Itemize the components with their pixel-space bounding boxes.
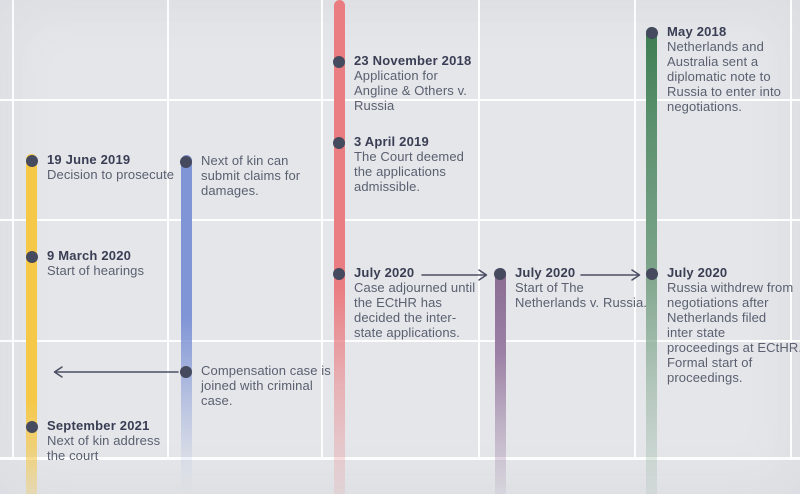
event-date: 3 April 2019 [354,134,429,149]
event-date: July 2020 [515,265,576,280]
event-dot-icon [646,27,658,39]
event-description: Next of kin address the court [47,433,161,463]
grid-line-horizontal [0,457,800,460]
event-dot-icon [646,268,658,280]
event-description: Russia withdrew from negotiations after … [667,280,800,385]
timeline-bar-netherlands-v-russia [495,268,506,494]
grid-line-vertical [790,0,792,459]
timeline-bar-criminal-case [26,154,37,494]
event-dot-icon [333,268,345,280]
timeline-bar-ecthr-application [334,0,345,494]
event-description: Case adjourned until the ECtHR has decid… [354,280,476,340]
event-description: Decision to prosecute [47,167,175,182]
event-description: Next of kin can submit claims for damage… [201,153,301,198]
arrow-right-to-netherlands-case [421,269,488,281]
event-description: Compensation case is joined with crimina… [201,363,331,408]
event-date: 9 March 2020 [47,248,132,263]
event-description: The Court deemed the applications admiss… [354,149,464,194]
event-dot-icon [26,155,38,167]
event-description: Netherlands and Australia sent a diploma… [667,39,782,114]
event-date: July 2020 [667,265,728,280]
event-description: Start of The Netherlands v. Russia. [515,280,648,310]
grid-line-vertical [634,0,636,459]
timeline-bar-compensation-case [181,155,192,494]
event-dot-icon [26,251,38,263]
event-dot-icon [333,137,345,149]
arrow-left-join-criminal-case [53,366,179,378]
event-date: 23 November 2018 [354,53,472,68]
event-date: July 2020 [354,265,415,280]
event-dot-icon [180,366,192,378]
timeline-bar-state-negotiations [646,27,657,494]
event-date: 19 June 2019 [47,152,131,167]
grid-line-vertical [321,0,323,459]
arrow-right-to-negotiations [580,269,641,281]
grid-line-vertical [12,0,14,459]
event-description: Start of hearings [47,263,145,278]
event-description: Application for Angline & Others v. Russ… [354,68,467,113]
grid-line-vertical [478,0,480,459]
event-dot-icon [26,421,38,433]
grid-line-horizontal [0,219,800,221]
event-dot-icon [180,156,192,168]
grid-line-vertical [167,0,169,459]
event-dot-icon [494,268,506,280]
event-date: September 2021 [47,418,150,433]
grid-line-horizontal [0,99,800,101]
event-dot-icon [333,56,345,68]
event-date: May 2018 [667,24,727,39]
grid-line-horizontal [0,340,800,342]
